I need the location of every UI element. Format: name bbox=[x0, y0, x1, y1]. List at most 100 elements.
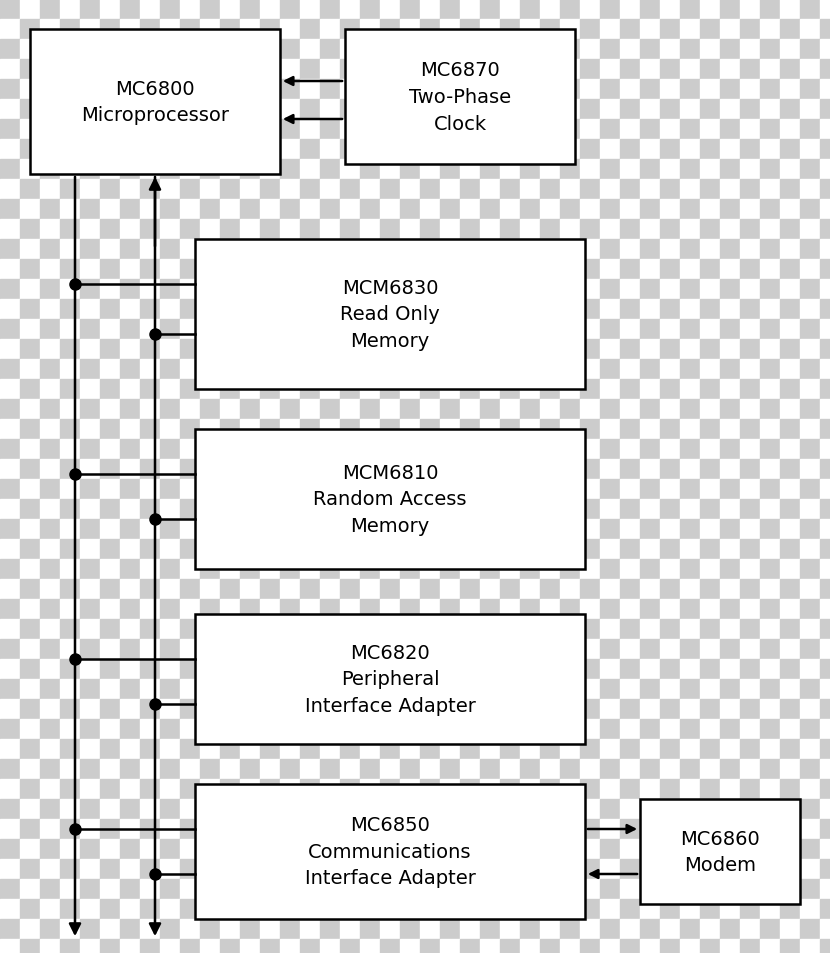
Bar bbox=[400, 299, 420, 319]
Bar bbox=[120, 519, 140, 539]
Bar bbox=[240, 919, 260, 939]
Bar bbox=[420, 859, 440, 879]
Bar bbox=[400, 459, 420, 479]
Bar bbox=[220, 200, 240, 220]
Bar bbox=[660, 299, 680, 319]
Bar bbox=[740, 859, 760, 879]
Bar bbox=[820, 60, 830, 80]
Bar bbox=[480, 379, 500, 399]
Bar bbox=[400, 379, 420, 399]
Bar bbox=[640, 20, 660, 40]
Bar bbox=[460, 379, 480, 399]
Bar bbox=[720, 200, 740, 220]
Bar bbox=[40, 419, 60, 439]
Bar bbox=[120, 899, 140, 919]
Text: MCM6810
Random Access
Memory: MCM6810 Random Access Memory bbox=[313, 463, 466, 536]
Bar bbox=[680, 919, 700, 939]
Bar bbox=[100, 899, 120, 919]
Bar bbox=[520, 319, 540, 339]
Bar bbox=[20, 639, 40, 659]
Bar bbox=[60, 559, 80, 579]
Bar bbox=[440, 919, 460, 939]
Bar bbox=[420, 260, 440, 280]
Bar bbox=[220, 479, 240, 499]
Bar bbox=[480, 200, 500, 220]
Bar bbox=[540, 180, 560, 200]
Bar bbox=[140, 40, 160, 60]
Bar bbox=[260, 20, 280, 40]
Bar bbox=[760, 559, 780, 579]
Bar bbox=[700, 780, 720, 800]
Bar bbox=[680, 80, 700, 100]
Bar bbox=[540, 599, 560, 619]
Bar bbox=[80, 919, 100, 939]
Bar bbox=[740, 180, 760, 200]
Bar bbox=[360, 479, 380, 499]
Bar bbox=[720, 859, 740, 879]
Bar bbox=[320, 939, 340, 953]
Bar bbox=[760, 319, 780, 339]
Bar bbox=[460, 359, 480, 379]
Bar bbox=[260, 619, 280, 639]
Bar bbox=[160, 280, 180, 299]
Bar bbox=[345, 30, 575, 165]
Bar bbox=[700, 879, 720, 899]
Bar bbox=[0, 919, 20, 939]
Bar bbox=[740, 260, 760, 280]
Bar bbox=[280, 20, 300, 40]
Bar bbox=[780, 60, 800, 80]
Bar bbox=[80, 120, 100, 140]
Bar bbox=[120, 359, 140, 379]
Bar bbox=[760, 599, 780, 619]
Bar bbox=[780, 800, 800, 820]
Bar bbox=[300, 240, 320, 260]
Bar bbox=[20, 439, 40, 459]
Bar bbox=[540, 519, 560, 539]
Bar bbox=[640, 280, 660, 299]
Bar bbox=[320, 379, 340, 399]
Bar bbox=[500, 60, 520, 80]
Bar bbox=[160, 20, 180, 40]
Bar bbox=[740, 379, 760, 399]
Bar bbox=[760, 639, 780, 659]
Bar bbox=[480, 0, 500, 20]
Bar bbox=[40, 160, 60, 180]
Bar bbox=[620, 720, 640, 740]
Bar bbox=[200, 899, 220, 919]
Bar bbox=[760, 180, 780, 200]
Bar bbox=[720, 639, 740, 659]
Bar bbox=[220, 859, 240, 879]
Bar bbox=[700, 720, 720, 740]
Bar bbox=[40, 339, 60, 359]
Bar bbox=[120, 740, 140, 760]
Bar bbox=[420, 800, 440, 820]
Bar bbox=[800, 60, 820, 80]
Bar bbox=[720, 120, 740, 140]
Bar bbox=[800, 619, 820, 639]
Bar bbox=[180, 60, 200, 80]
Bar bbox=[580, 859, 600, 879]
Bar bbox=[660, 220, 680, 240]
Bar bbox=[820, 899, 830, 919]
Bar bbox=[280, 439, 300, 459]
Bar bbox=[700, 639, 720, 659]
Bar bbox=[180, 859, 200, 879]
Bar bbox=[320, 439, 340, 459]
Bar bbox=[540, 60, 560, 80]
Bar bbox=[620, 0, 640, 20]
Bar bbox=[180, 760, 200, 780]
Bar bbox=[380, 40, 400, 60]
Bar bbox=[160, 740, 180, 760]
Bar bbox=[360, 820, 380, 840]
Bar bbox=[400, 419, 420, 439]
Bar bbox=[360, 720, 380, 740]
Bar bbox=[200, 160, 220, 180]
Bar bbox=[800, 299, 820, 319]
Bar bbox=[700, 140, 720, 160]
Bar bbox=[440, 519, 460, 539]
Bar bbox=[40, 299, 60, 319]
Bar bbox=[260, 0, 280, 20]
Bar bbox=[180, 399, 200, 419]
Bar bbox=[600, 899, 620, 919]
Bar bbox=[260, 359, 280, 379]
